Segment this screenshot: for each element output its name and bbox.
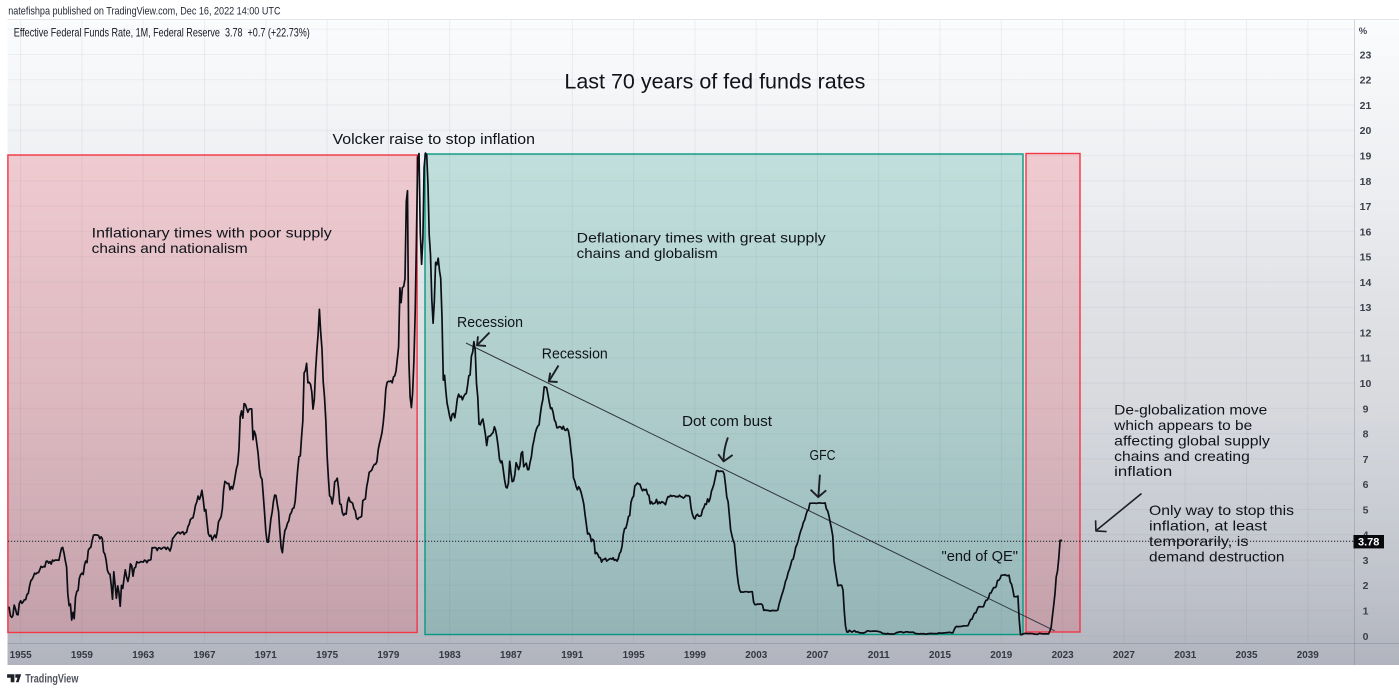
svg-text:1959: 1959 xyxy=(71,649,93,661)
svg-text:Recession: Recession xyxy=(457,315,523,331)
svg-text:1963: 1963 xyxy=(132,649,154,661)
svg-text:2027: 2027 xyxy=(1113,649,1135,661)
svg-text:1991: 1991 xyxy=(561,649,583,661)
svg-text:Only way to stop this: Only way to stop this xyxy=(1149,502,1294,518)
svg-text:20: 20 xyxy=(1360,125,1372,137)
svg-text:6: 6 xyxy=(1363,479,1369,491)
svg-text:11: 11 xyxy=(1360,353,1371,365)
svg-text:9: 9 xyxy=(1363,403,1369,415)
svg-text:Dot com bust: Dot com bust xyxy=(682,414,772,430)
svg-text:14: 14 xyxy=(1360,277,1372,289)
svg-text:2023: 2023 xyxy=(1052,649,1074,661)
svg-text:21: 21 xyxy=(1360,100,1372,112)
svg-text:7: 7 xyxy=(1363,454,1369,466)
svg-text:Last 70 years of fed funds rat: Last 70 years of fed funds rates xyxy=(564,71,865,94)
svg-text:10: 10 xyxy=(1360,378,1372,390)
svg-text:0: 0 xyxy=(1363,631,1369,643)
svg-text:2003: 2003 xyxy=(745,649,767,661)
svg-text:chains and nationalism: chains and nationalism xyxy=(92,240,248,256)
svg-text:Volcker raise to stop inflatio: Volcker raise to stop inflation xyxy=(333,132,536,148)
svg-text:chains and creating: chains and creating xyxy=(1114,448,1250,464)
svg-text:Inflationary times with poor s: Inflationary times with poor supply xyxy=(92,225,332,241)
svg-text:Effective Federal Funds Rate,: Effective Federal Funds Rate, 1M, Federa… xyxy=(14,26,310,40)
svg-text:17: 17 xyxy=(1360,201,1372,213)
svg-text:2011: 2011 xyxy=(868,649,890,661)
svg-text:1967: 1967 xyxy=(194,649,216,661)
svg-text:temporarily, is: temporarily, is xyxy=(1149,533,1248,549)
svg-text:%: % xyxy=(1359,26,1368,37)
svg-text:inflation, at least: inflation, at least xyxy=(1149,518,1267,534)
svg-text:2019: 2019 xyxy=(990,649,1012,661)
svg-text:15: 15 xyxy=(1360,252,1372,264)
svg-text:2035: 2035 xyxy=(1236,649,1258,661)
svg-text:GFC: GFC xyxy=(810,448,836,464)
svg-text:3: 3 xyxy=(1363,555,1369,567)
svg-text:De-globalization move: De-globalization move xyxy=(1114,402,1267,418)
svg-text:TradingView: TradingView xyxy=(25,674,78,686)
svg-text:which appears to be: which appears to be xyxy=(1113,417,1252,433)
svg-text:Deflationary times with great: Deflationary times with great supply xyxy=(577,230,826,246)
svg-text:19: 19 xyxy=(1360,151,1372,163)
svg-text:2039: 2039 xyxy=(1297,649,1319,661)
svg-text:natefishpa published on Tradin: natefishpa published on TradingView.com,… xyxy=(8,6,280,18)
svg-text:22: 22 xyxy=(1360,75,1372,87)
svg-text:23: 23 xyxy=(1360,49,1372,61)
svg-text:18: 18 xyxy=(1360,176,1372,188)
svg-text:1971: 1971 xyxy=(255,649,277,661)
svg-text:1975: 1975 xyxy=(316,649,338,661)
svg-text:inflation: inflation xyxy=(1114,463,1172,479)
svg-text:2007: 2007 xyxy=(806,649,828,661)
svg-text:5: 5 xyxy=(1363,504,1369,516)
svg-text:affecting global supply: affecting global supply xyxy=(1114,432,1270,448)
svg-text:2: 2 xyxy=(1363,580,1369,592)
svg-text:13: 13 xyxy=(1360,302,1372,314)
svg-text:Recession: Recession xyxy=(542,347,608,363)
svg-text:1983: 1983 xyxy=(439,649,461,661)
svg-text:8: 8 xyxy=(1363,429,1369,441)
svg-text:2015: 2015 xyxy=(929,649,951,661)
svg-text:1979: 1979 xyxy=(377,649,399,661)
svg-text:1995: 1995 xyxy=(623,649,645,661)
svg-text:1: 1 xyxy=(1363,606,1369,618)
svg-text:1987: 1987 xyxy=(500,649,522,661)
svg-text:"end of QE": "end of QE" xyxy=(942,549,1019,565)
svg-text:demand destruction: demand destruction xyxy=(1149,548,1285,564)
svg-text:3.78: 3.78 xyxy=(1358,536,1379,548)
svg-text:16: 16 xyxy=(1360,226,1372,238)
svg-text:12: 12 xyxy=(1360,327,1372,339)
svg-text:1955: 1955 xyxy=(10,649,32,661)
svg-text:2031: 2031 xyxy=(1174,649,1196,661)
svg-text:1999: 1999 xyxy=(684,649,706,661)
svg-text:chains and globalism: chains and globalism xyxy=(577,245,718,261)
